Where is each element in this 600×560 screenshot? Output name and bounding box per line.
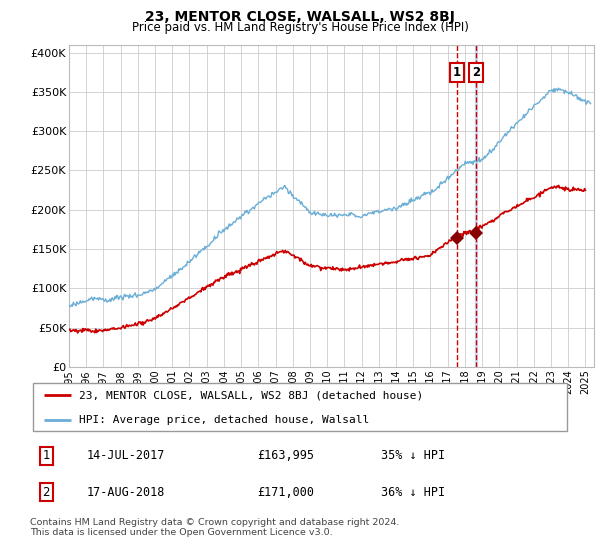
Bar	[475, 45, 476, 367]
Text: 35% ↓ HPI: 35% ↓ HPI	[381, 449, 445, 462]
Text: £171,000: £171,000	[257, 486, 314, 498]
Text: £163,995: £163,995	[257, 449, 314, 462]
Text: HPI: Average price, detached house, Walsall: HPI: Average price, detached house, Wals…	[79, 414, 369, 424]
Text: 23, MENTOR CLOSE, WALSALL, WS2 8BJ (detached house): 23, MENTOR CLOSE, WALSALL, WS2 8BJ (deta…	[79, 390, 423, 400]
Text: 1: 1	[453, 66, 461, 79]
FancyBboxPatch shape	[33, 384, 568, 431]
Text: 2: 2	[472, 66, 480, 79]
Text: 36% ↓ HPI: 36% ↓ HPI	[381, 486, 445, 498]
Text: 23, MENTOR CLOSE, WALSALL, WS2 8BJ: 23, MENTOR CLOSE, WALSALL, WS2 8BJ	[145, 10, 455, 24]
Text: 17-AUG-2018: 17-AUG-2018	[86, 486, 165, 498]
Text: 2: 2	[43, 486, 50, 498]
Text: 1: 1	[43, 449, 50, 462]
Text: 14-JUL-2017: 14-JUL-2017	[86, 449, 165, 462]
Text: Price paid vs. HM Land Registry's House Price Index (HPI): Price paid vs. HM Land Registry's House …	[131, 21, 469, 34]
Text: Contains HM Land Registry data © Crown copyright and database right 2024.
This d: Contains HM Land Registry data © Crown c…	[30, 518, 400, 538]
